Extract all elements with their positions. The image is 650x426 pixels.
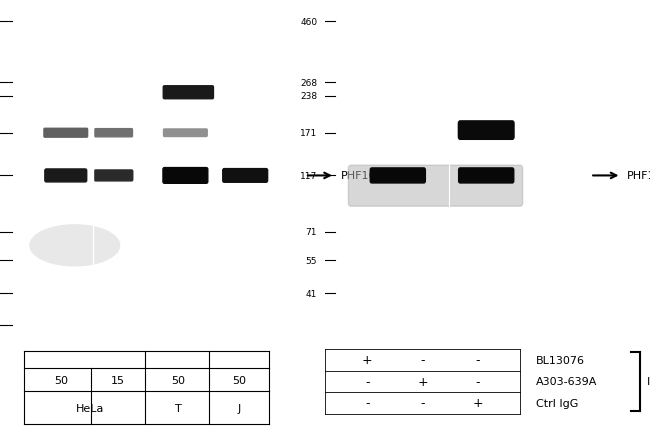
Text: PHF16: PHF16 bbox=[341, 171, 376, 181]
Text: +: + bbox=[417, 375, 428, 388]
FancyBboxPatch shape bbox=[459, 169, 514, 184]
Text: 55: 55 bbox=[306, 256, 317, 265]
Text: BL13076: BL13076 bbox=[536, 355, 585, 365]
Text: -: - bbox=[421, 354, 424, 366]
FancyBboxPatch shape bbox=[370, 169, 425, 184]
Text: 117: 117 bbox=[300, 172, 317, 181]
Text: PHF16: PHF16 bbox=[627, 171, 650, 181]
Text: 71: 71 bbox=[306, 227, 317, 236]
Text: 50: 50 bbox=[171, 375, 185, 385]
Text: -: - bbox=[365, 375, 369, 388]
Text: -: - bbox=[365, 397, 369, 409]
Text: A303-639A: A303-639A bbox=[536, 377, 597, 386]
FancyBboxPatch shape bbox=[163, 168, 208, 184]
Text: T: T bbox=[175, 403, 181, 413]
Text: J: J bbox=[238, 403, 241, 413]
Text: kDa: kDa bbox=[292, 0, 311, 2]
Text: -: - bbox=[476, 375, 480, 388]
Text: 41: 41 bbox=[306, 289, 317, 298]
Text: 460: 460 bbox=[300, 18, 317, 27]
Text: IP: IP bbox=[647, 377, 650, 386]
FancyBboxPatch shape bbox=[163, 86, 213, 100]
Text: HeLa: HeLa bbox=[75, 403, 104, 413]
Ellipse shape bbox=[30, 225, 120, 266]
Text: +: + bbox=[473, 397, 483, 409]
Text: 171: 171 bbox=[300, 129, 317, 138]
FancyBboxPatch shape bbox=[164, 130, 207, 137]
Text: 15: 15 bbox=[111, 375, 125, 385]
Text: -: - bbox=[476, 354, 480, 366]
Text: +: + bbox=[362, 354, 372, 366]
Text: 238: 238 bbox=[300, 92, 317, 101]
FancyBboxPatch shape bbox=[348, 166, 523, 207]
FancyBboxPatch shape bbox=[94, 170, 133, 181]
Text: Ctrl IgG: Ctrl IgG bbox=[536, 398, 578, 408]
FancyBboxPatch shape bbox=[458, 121, 514, 140]
Text: 50: 50 bbox=[232, 375, 246, 385]
Text: 50: 50 bbox=[55, 375, 68, 385]
FancyBboxPatch shape bbox=[44, 129, 88, 138]
Text: 268: 268 bbox=[300, 78, 317, 87]
FancyBboxPatch shape bbox=[45, 170, 86, 182]
FancyBboxPatch shape bbox=[95, 130, 133, 138]
Text: -: - bbox=[421, 397, 424, 409]
FancyBboxPatch shape bbox=[223, 169, 268, 183]
